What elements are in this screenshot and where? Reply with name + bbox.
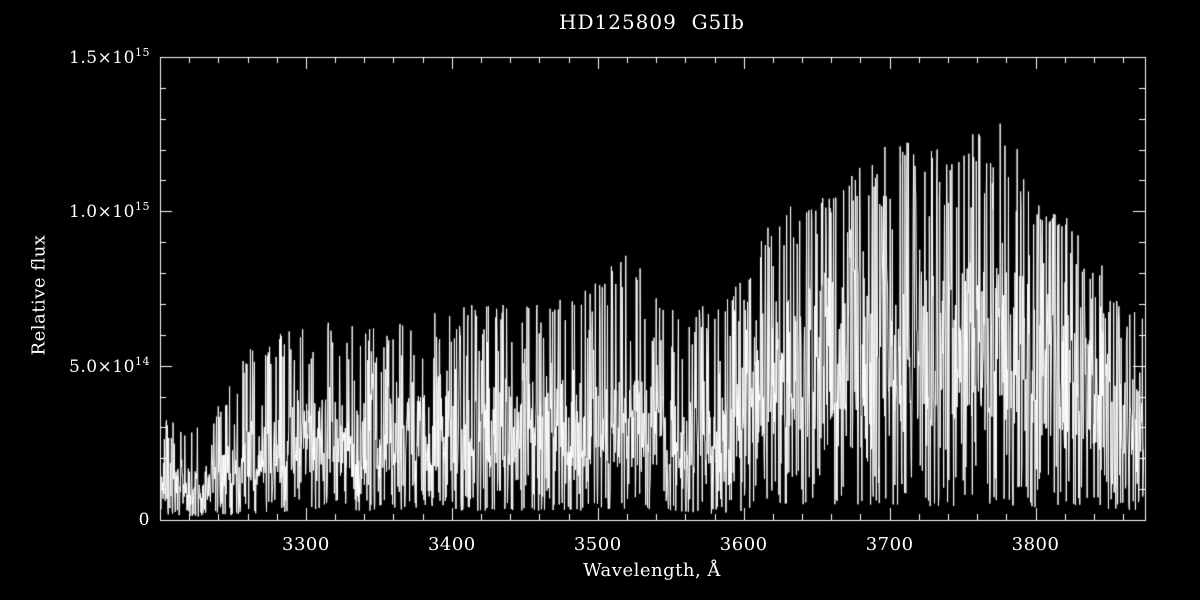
- x-tick-label: 3500: [573, 534, 622, 555]
- y-tick-label: 0: [138, 510, 150, 530]
- x-tick-label: 3700: [865, 534, 914, 555]
- chart-title: HD125809 G5Ib: [559, 10, 745, 34]
- y-axis-label: Relative flux: [28, 234, 50, 356]
- x-tick-label: 3800: [1011, 534, 1060, 555]
- y-tick-label: 5.0×1014: [69, 354, 150, 377]
- y-tick-label: 1.0×1015: [69, 200, 150, 223]
- x-axis-label: Wavelength, Å: [583, 560, 721, 581]
- x-tick-label: 3600: [719, 534, 768, 555]
- x-tick-label: 3400: [427, 534, 476, 555]
- x-tick-label: 3300: [282, 534, 330, 555]
- y-tick-label: 1.5×1015: [69, 46, 150, 68]
